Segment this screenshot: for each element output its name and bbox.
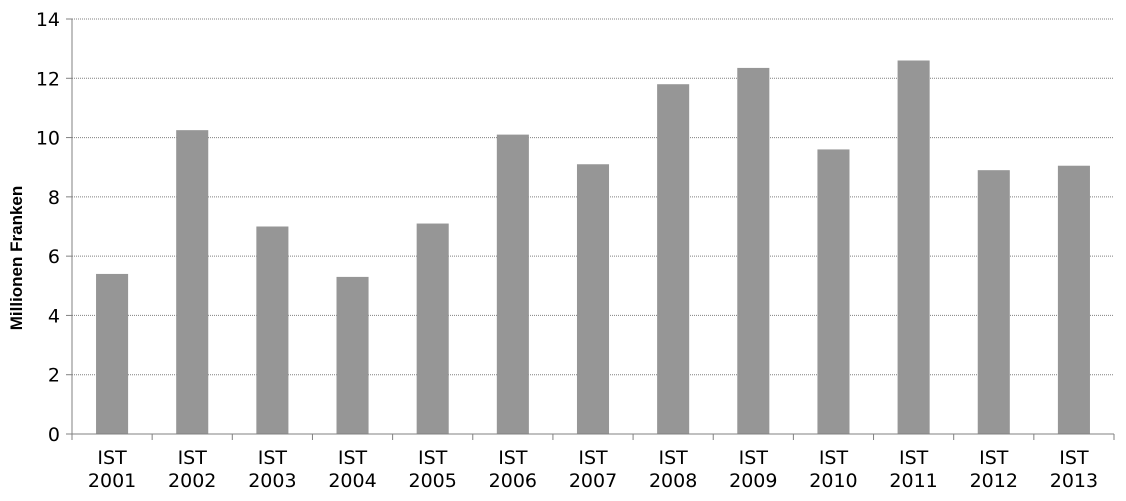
- y-tick-label: 4: [48, 305, 60, 327]
- y-tick-label: 0: [48, 424, 60, 446]
- bar: [496, 134, 529, 434]
- x-tick-label: IST 2012: [970, 447, 1018, 492]
- y-tick-label: 2: [48, 365, 60, 387]
- y-tick-label: 14: [36, 9, 60, 31]
- bar: [256, 226, 289, 434]
- x-tick-label: IST 2005: [409, 447, 457, 492]
- y-tick-label: 12: [36, 68, 60, 90]
- y-tick-label: 6: [48, 246, 60, 268]
- bar: [176, 130, 209, 435]
- x-tick-label: IST 2004: [328, 447, 376, 492]
- bars: [96, 60, 1090, 435]
- bar: [336, 276, 369, 434]
- y-tick-label: 10: [36, 128, 60, 150]
- bar: [576, 164, 610, 434]
- bar: [977, 170, 1010, 434]
- bar: [657, 84, 690, 434]
- x-tick-label: IST 2010: [809, 447, 857, 492]
- x-tick-label: IST 2009: [729, 447, 777, 492]
- x-tick-label: IST 2007: [569, 447, 617, 492]
- bar: [96, 273, 129, 434]
- y-axis-label: Millionen Franken: [7, 186, 26, 331]
- x-tick-label: IST 2001: [88, 447, 136, 492]
- x-tick-label: IST 2008: [649, 447, 697, 492]
- x-tick-label: IST 2003: [248, 447, 296, 492]
- bar: [897, 60, 930, 434]
- bar: [416, 223, 449, 434]
- y-axis-ticks: 0 2 4 6 8 10 12 14: [36, 9, 72, 446]
- x-tick-label: IST 2002: [168, 447, 216, 492]
- bar: [737, 67, 770, 435]
- y-tick-label: 8: [48, 187, 60, 209]
- x-tick-label: IST 2006: [489, 447, 537, 492]
- x-tick-label: IST 2013: [1050, 447, 1098, 492]
- bar: [1057, 165, 1090, 434]
- bar: [817, 149, 850, 434]
- x-axis: IST 2001 IST 2002 IST 2003 IST 2004 IST 2005 IST 20…: [71, 19, 1115, 492]
- x-tick-label: IST 2011: [889, 447, 937, 492]
